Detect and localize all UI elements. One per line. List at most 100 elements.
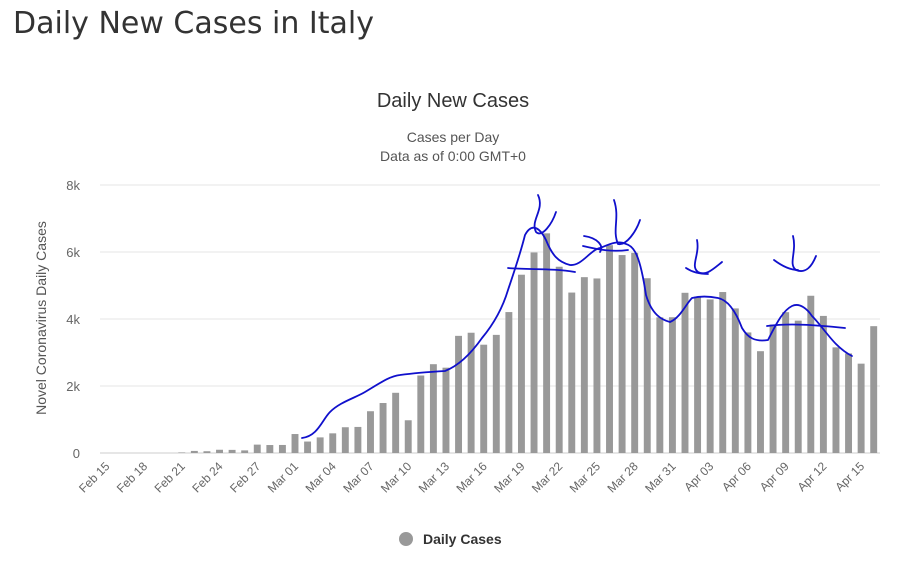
bar[interactable] <box>467 332 475 453</box>
legend[interactable]: Daily Cases <box>399 531 502 547</box>
bar[interactable] <box>543 233 551 453</box>
bar[interactable] <box>769 324 777 453</box>
x-tick-label: Mar 25 <box>567 459 604 496</box>
bar[interactable] <box>455 335 463 453</box>
annotation-stroke <box>613 199 641 245</box>
bar[interactable] <box>568 292 576 453</box>
x-tick-label: Mar 07 <box>340 459 377 496</box>
bar[interactable] <box>580 277 588 453</box>
x-tick-label: Mar 19 <box>491 459 528 496</box>
bar[interactable] <box>216 449 223 453</box>
x-tick-label: Apr 09 <box>757 459 792 494</box>
annotation-stroke <box>693 239 723 275</box>
bar[interactable] <box>316 437 324 453</box>
bar[interactable] <box>278 444 286 453</box>
bar[interactable] <box>593 278 601 453</box>
bar[interactable] <box>618 255 626 453</box>
bar[interactable] <box>656 317 664 453</box>
x-tick-label: Feb 15 <box>76 459 113 496</box>
bar[interactable] <box>480 344 488 453</box>
bar[interactable] <box>706 299 714 453</box>
bar[interactable] <box>379 403 387 453</box>
bars <box>178 233 878 453</box>
bar[interactable] <box>367 411 374 453</box>
x-tick-label: Mar 16 <box>454 459 491 496</box>
annotation-stroke <box>301 226 853 439</box>
bar[interactable] <box>719 292 727 453</box>
bar[interactable] <box>530 252 538 453</box>
y-axis-title: Novel Coronavirus Daily Cases <box>33 221 49 415</box>
annotation-stroke <box>507 267 576 273</box>
x-tick-label: Feb 24 <box>189 459 226 496</box>
y-tick-label: 6k <box>66 245 80 260</box>
annotation-stroke <box>766 323 846 329</box>
bar[interactable] <box>417 375 425 453</box>
bar[interactable] <box>819 315 827 453</box>
bar[interactable] <box>492 334 500 453</box>
bar[interactable] <box>304 441 312 453</box>
legend-marker <box>399 532 413 546</box>
x-tick-label: Apr 12 <box>795 459 830 494</box>
annotation-stroke <box>791 235 817 272</box>
bar[interactable] <box>392 392 400 453</box>
page-title: Daily New Cases in Italy <box>13 6 374 41</box>
x-tick-label: Feb 21 <box>152 459 189 496</box>
bar[interactable] <box>757 351 764 453</box>
annotation-stroke <box>685 267 709 275</box>
bar[interactable] <box>643 278 651 453</box>
bar[interactable] <box>694 296 702 453</box>
bar[interactable] <box>631 252 639 453</box>
bar[interactable] <box>291 434 299 453</box>
bar[interactable] <box>266 445 274 453</box>
bar[interactable] <box>744 332 752 453</box>
bar[interactable] <box>329 433 337 453</box>
bar[interactable] <box>178 452 186 453</box>
y-tick-label: 0 <box>73 446 80 461</box>
bar[interactable] <box>794 320 802 453</box>
x-tick-label: Feb 18 <box>114 459 151 496</box>
bar[interactable] <box>341 427 349 453</box>
x-tick-label: Apr 15 <box>832 459 867 494</box>
y-tick-label: 8k <box>66 178 80 193</box>
bar[interactable] <box>354 426 362 453</box>
y-tick-label: 2k <box>66 379 80 394</box>
annotation-stroke <box>773 259 799 271</box>
bar[interactable] <box>228 449 236 453</box>
x-tick-label: Mar 28 <box>604 459 641 496</box>
x-tick-label: Feb 27 <box>227 459 264 496</box>
bar[interactable] <box>190 450 198 453</box>
bar[interactable] <box>606 245 613 453</box>
chart-title: Daily New Cases <box>377 90 529 112</box>
bar[interactable] <box>555 266 563 453</box>
bar[interactable] <box>241 450 249 453</box>
bar[interactable] <box>517 274 525 453</box>
bar[interactable] <box>668 317 676 453</box>
bar[interactable] <box>505 312 513 453</box>
x-tick-label: Mar 10 <box>378 459 415 496</box>
hand-drawn-annotations <box>301 194 853 439</box>
bar[interactable] <box>832 347 840 453</box>
bar[interactable] <box>857 363 865 453</box>
bar[interactable] <box>253 444 261 453</box>
legend-label: Daily Cases <box>423 531 502 547</box>
x-tick-label: Apr 06 <box>719 459 754 494</box>
bar[interactable] <box>807 295 815 453</box>
bar[interactable] <box>429 364 437 453</box>
x-tick-label: Mar 22 <box>529 459 566 496</box>
x-tick-label: Mar 01 <box>265 459 302 496</box>
chart-subtitle-line-2: Data as of 0:00 GMT+0 <box>380 148 526 164</box>
bar[interactable] <box>203 451 211 453</box>
bar[interactable] <box>404 420 412 453</box>
bar[interactable] <box>870 326 878 453</box>
bar[interactable] <box>782 312 790 453</box>
bar[interactable] <box>845 353 853 453</box>
annotation-stroke <box>582 245 629 252</box>
bar[interactable] <box>442 367 450 453</box>
bar[interactable] <box>731 308 739 453</box>
x-tick-label: Mar 31 <box>642 459 679 496</box>
x-tick-label: Apr 03 <box>681 459 716 494</box>
bar[interactable] <box>681 292 689 453</box>
x-tick-label: Mar 04 <box>303 459 340 496</box>
x-tick-label: Mar 13 <box>416 459 453 496</box>
